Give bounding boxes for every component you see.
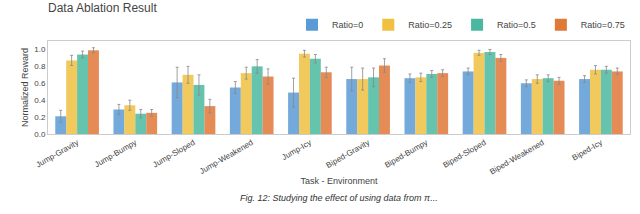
svg-text:Biped-Icy: Biped-Icy <box>571 138 604 162</box>
svg-text:Biped-Gravity: Biped-Gravity <box>325 138 371 170</box>
svg-text:0.6: 0.6 <box>34 79 46 88</box>
svg-text:Task - Environment: Task - Environment <box>300 176 378 186</box>
svg-text:0.0: 0.0 <box>34 130 46 139</box>
svg-text:Biped-Bumpy: Biped-Bumpy <box>383 138 429 170</box>
svg-text:Normalized Reward: Normalized Reward <box>20 48 30 127</box>
svg-text:Biped-Weakened: Biped-Weakened <box>488 138 546 176</box>
svg-text:Ratio=0.25: Ratio=0.25 <box>408 20 452 30</box>
svg-text:Jump-Icy: Jump-Icy <box>280 138 313 162</box>
svg-text:Biped-Sloped: Biped-Sloped <box>441 138 487 170</box>
svg-text:1.0: 1.0 <box>34 45 46 54</box>
svg-text:Ratio=0.75: Ratio=0.75 <box>581 20 625 30</box>
svg-text:Jump-Bumpy: Jump-Bumpy <box>93 138 138 169</box>
svg-text:Jump-Sloped: Jump-Sloped <box>151 138 196 169</box>
svg-text:Jump-Weakened: Jump-Weakened <box>198 138 255 176</box>
svg-text:Ratio=0: Ratio=0 <box>332 20 363 30</box>
svg-text:Data Ablation Result: Data Ablation Result <box>48 1 157 15</box>
svg-text:0.2: 0.2 <box>34 113 46 122</box>
svg-text:Jump-Gravity: Jump-Gravity <box>34 138 80 170</box>
svg-text:Fig. 12: Studying the effect o: Fig. 12: Studying the effect of using da… <box>240 193 438 203</box>
svg-text:Ratio=0.5: Ratio=0.5 <box>497 20 536 30</box>
svg-text:0.4: 0.4 <box>34 96 46 105</box>
svg-text:0.8: 0.8 <box>34 62 46 71</box>
